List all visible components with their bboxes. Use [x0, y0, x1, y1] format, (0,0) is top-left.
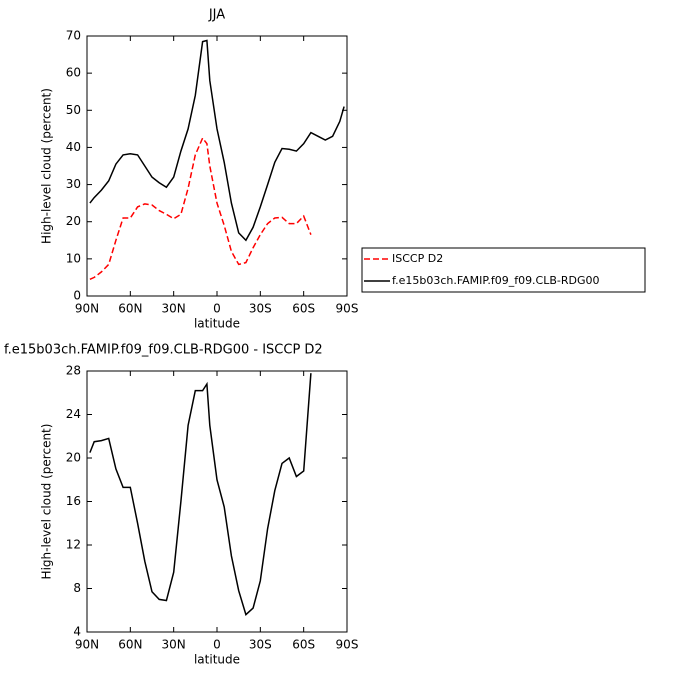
- plot-frame: [86, 370, 348, 633]
- x-tick-label: 30S: [249, 302, 272, 316]
- y-tick-label: 4: [73, 625, 81, 639]
- y-tick-label: 60: [66, 66, 81, 80]
- data-line: [89, 39, 345, 242]
- y-tick-label: 20: [66, 451, 81, 465]
- x-axis-label: latitude: [194, 653, 240, 667]
- x-tick-label: 60N: [118, 302, 142, 316]
- x-tick-label: 60N: [118, 638, 142, 652]
- x-tick-label: 0: [213, 638, 221, 652]
- y-tick-label: 30: [66, 177, 81, 191]
- legend-label: ISCCP D2: [392, 252, 443, 265]
- y-tick-label: 10: [66, 251, 81, 265]
- y-tick-label: 28: [66, 364, 81, 378]
- data-line: [89, 136, 312, 280]
- x-tick-label: 90N: [75, 638, 99, 652]
- y-tick-label: 20: [66, 214, 81, 228]
- y-tick-label: 50: [66, 103, 81, 117]
- x-tick-label: 90S: [336, 302, 359, 316]
- data-line: [89, 373, 312, 616]
- x-tick-label: 60S: [292, 638, 315, 652]
- y-tick-label: 24: [66, 407, 81, 421]
- y-tick-label: 40: [66, 140, 81, 154]
- x-tick-label: 30N: [162, 638, 186, 652]
- y-axis-label: High-level cloud (percent): [40, 424, 54, 580]
- x-tick-label: 30N: [162, 302, 186, 316]
- x-axis-label: latitude: [194, 317, 240, 331]
- x-tick-label: 90N: [75, 302, 99, 316]
- y-axis-label: High-level cloud (percent): [40, 88, 54, 244]
- plot-frame: [86, 35, 348, 297]
- legend-label: f.e15b03ch.FAMIP.f09_f09.CLB-RDG00: [392, 274, 600, 287]
- y-tick-label: 16: [66, 494, 81, 508]
- legend-box: [361, 247, 646, 293]
- chart-title: f.e15b03ch.FAMIP.f09_f09.CLB-RDG00 - ISC…: [4, 343, 323, 358]
- chart-title: JJA: [208, 8, 225, 23]
- x-tick-label: 30S: [249, 638, 272, 652]
- x-tick-label: 60S: [292, 302, 315, 316]
- x-tick-label: 90S: [336, 638, 359, 652]
- y-tick-label: 70: [66, 29, 81, 43]
- y-tick-label: 0: [73, 289, 81, 303]
- y-tick-label: 12: [66, 538, 81, 552]
- x-tick-label: 0: [213, 302, 221, 316]
- y-tick-label: 8: [73, 581, 81, 595]
